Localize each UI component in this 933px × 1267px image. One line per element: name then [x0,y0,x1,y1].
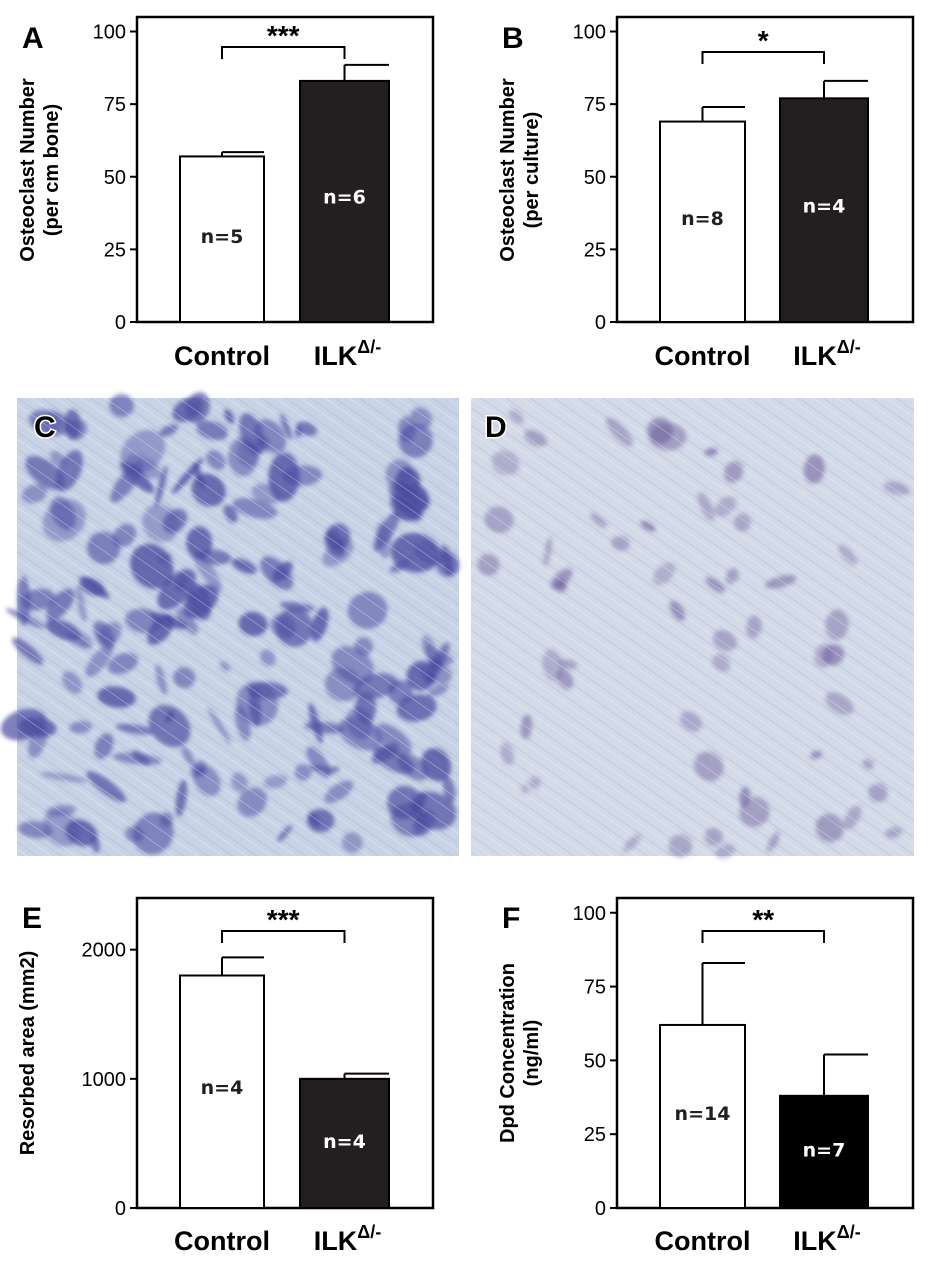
y-tick-label: 50 [584,1050,606,1072]
y-axis-label-line2: (ng/ml) [521,1020,543,1087]
n-label: n=4 [201,1077,244,1099]
significance-stars: *** [267,904,300,935]
category-label-control: Control [655,341,751,371]
significance-stars: * [758,25,769,56]
y-axis-label-line2: (per cm bone) [41,104,63,236]
n-label: n=7 [803,1140,846,1162]
panel-e: E Resorbed area (mm2) 0 1000 2000 n=4 Control n… [17,896,435,1256]
significance-stars: *** [267,20,300,51]
n-label: n=5 [201,226,244,248]
y-tick-label: 75 [104,94,126,116]
significance-bracket [701,930,825,943]
plot-frame [615,15,915,324]
bar-control [659,1023,746,1210]
y-axis-label-line1: Resorbed area (mm2) [17,951,39,1156]
category-label-ilk: ILKΔ/- [314,1222,381,1256]
plot-frame [135,15,435,324]
category-label-control: Control [655,1226,751,1256]
panel-letter-c: C [34,411,56,444]
y-tick-label: 1000 [82,1069,127,1091]
panel-a: A Osteoclast Number (per cm bone) 0 25 50 75 10… [17,15,435,371]
micrograph-control: C [0,392,460,856]
y-tick-label: 25 [584,1124,606,1146]
y-tick-label: 100 [93,22,126,44]
n-label: n=6 [323,187,366,209]
micrograph-c-scratches [17,398,459,856]
category-name: Control [174,341,270,371]
n-label: n=8 [681,208,724,230]
panel-f: F Dpd Concentration (ng/ml) 0 25 50 75 100 n=14 C… [497,896,915,1256]
category-name: ILK [314,1226,358,1256]
panel-letter: F [502,902,520,935]
panel-letter: E [22,902,42,935]
category-superscript: Δ/- [357,337,381,357]
y-tick-label: 50 [104,167,126,189]
n-label: n=14 [675,1103,731,1125]
y-axis-label: Osteoclast Number (per cm bone) [17,78,63,262]
category-name: ILK [793,1226,837,1256]
y-tick-label: 100 [573,903,606,925]
plot-frame [135,896,435,1210]
y-tick-label: 75 [584,94,606,116]
y-tick-label: 0 [595,1198,606,1220]
y-tick-label: 2000 [82,940,127,962]
bar-control [659,120,746,323]
significance-stars: ** [752,904,774,935]
significance-bracket [701,51,825,64]
n-label: n=4 [323,1131,366,1153]
y-axis-label-line2: (per culture) [521,112,543,229]
category-label-ilk: ILKΔ/- [793,1222,860,1256]
category-label-control: Control [174,1226,270,1256]
significance-bracket [221,46,346,59]
category-label-control: Control [174,341,270,371]
panel-letter: A [22,22,44,55]
category-name: Control [655,1226,751,1256]
bar-ilk [779,1094,869,1210]
category-superscript: Δ/- [837,1222,861,1242]
y-axis-label: Resorbed area (mm2) [17,951,39,1156]
category-label-ilk: ILKΔ/- [314,337,381,371]
micrograph-ilk: D [471,398,914,859]
category-label-ilk: ILKΔ/- [793,337,860,371]
y-axis-label-line1: Osteoclast Number [497,78,519,262]
category-superscript: Δ/- [357,1222,381,1242]
bar-control [179,974,265,1209]
bar-ilk [299,79,390,324]
panel-letter: B [502,22,524,55]
panel-letter-d: D [485,411,507,444]
y-axis-label-line1: Osteoclast Number [17,78,39,262]
category-name: Control [174,1226,270,1256]
y-tick-label: 0 [115,1198,126,1220]
y-axis-label: Osteoclast Number (per culture) [497,78,543,262]
y-axis-label: Dpd Concentration (ng/ml) [497,963,543,1143]
significance-bracket [221,930,346,943]
y-tick-label: 0 [115,312,126,334]
category-name: Control [655,341,751,371]
panel-b: B Osteoclast Number (per culture) 0 25 50 75 10… [497,15,915,371]
y-tick-label: 75 [584,977,606,999]
micrograph-d-scratches [471,398,914,856]
category-superscript: Δ/- [837,337,861,357]
y-tick-label: 25 [584,239,606,261]
plot-frame [615,896,915,1210]
y-axis-label-line1: Dpd Concentration [497,963,519,1143]
y-tick-label: 100 [573,22,606,44]
category-name: ILK [314,341,358,371]
y-tick-label: 0 [595,312,606,334]
n-label: n=4 [803,196,846,218]
category-name: ILK [793,341,837,371]
y-tick-label: 25 [104,239,126,261]
y-tick-label: 50 [584,167,606,189]
